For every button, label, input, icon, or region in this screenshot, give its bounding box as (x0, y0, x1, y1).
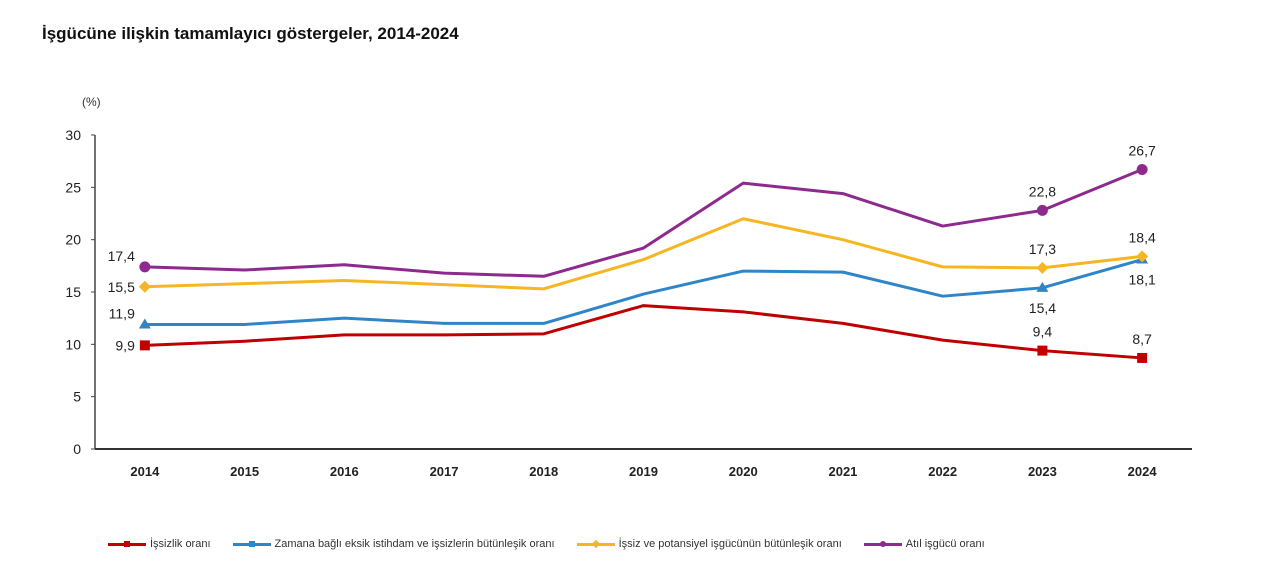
legend-swatch (576, 539, 615, 548)
marker-square (1037, 345, 1048, 356)
legend-label: İşsiz ve potansiyel işgücünün bütünleşik… (618, 538, 842, 550)
x-tick-label: 2022 (928, 464, 957, 479)
x-tick-label: 2017 (430, 464, 459, 479)
x-tick-label: 2014 (130, 464, 160, 479)
legend-item: İşsizlik oranı (108, 538, 211, 550)
y-tick-label: 15 (65, 284, 81, 300)
data-label: 15,5 (108, 279, 135, 295)
series-lines (138, 164, 1149, 363)
data-label: 26,7 (1129, 143, 1156, 159)
marker-circle (1136, 164, 1148, 176)
legend-label: Zamana bağlı eksik istihdam ve işsizleri… (274, 538, 555, 550)
data-label: 9,4 (1033, 324, 1053, 340)
legend: İşsizlik oranı Zamana bağlı eksik istihda… (108, 538, 985, 550)
legend-item: Zamana bağlı eksik istihdam ve işsizleri… (232, 538, 555, 550)
y-tick-label: 30 (65, 127, 81, 143)
chart-title: İşgücüne ilişkin tamamlayıcı göstergeler… (42, 24, 459, 43)
legend-item: Atıl işgücü oranı (863, 538, 985, 550)
data-label: 9,9 (115, 337, 135, 353)
series-3 (139, 164, 1148, 278)
legend-label: İşsizlik oranı (150, 538, 211, 550)
y-tick-label: 25 (65, 179, 81, 195)
x-tick-label: 2020 (729, 464, 758, 479)
series-line (144, 258, 1143, 326)
marker-diamond (1036, 261, 1049, 274)
x-tick-label: 2024 (1128, 464, 1158, 479)
data-label: 22,8 (1029, 183, 1056, 199)
axes: (%) 0 5 10 15 20 25 30 2014 2015 2016 2017 2018 2019 2… (65, 95, 1192, 479)
x-tick-label: 2016 (330, 464, 359, 479)
legend-swatch (108, 540, 146, 547)
y-tick-label: 5 (73, 389, 81, 405)
legend-label: Atıl işgücü oranı (905, 538, 985, 550)
data-label: 11,9 (109, 305, 135, 321)
x-tick-label: 2021 (828, 464, 857, 479)
series-1 (138, 253, 1149, 329)
data-label: 18,1 (1129, 272, 1156, 288)
marker-square (139, 340, 150, 351)
data-label: 15,4 (1029, 300, 1056, 316)
x-tick-label: 2023 (1028, 464, 1057, 479)
y-axis-unit: (%) (82, 95, 101, 109)
marker-circle (1036, 204, 1048, 216)
series-2 (138, 217, 1149, 293)
x-tick-label: 2015 (230, 464, 259, 479)
data-label: 17,4 (108, 248, 135, 264)
x-tick-label: 2018 (529, 464, 558, 479)
data-labels: 9,9 9,4 8,7 11,9 15,4 18,1 15,5 17,3 18,4 17,4 22,… (108, 143, 1156, 354)
series-line (144, 304, 1143, 360)
legend-swatch (232, 540, 271, 547)
y-tick-label: 20 (65, 232, 81, 248)
marker-square (1137, 352, 1148, 363)
data-label: 18,4 (1129, 229, 1156, 245)
y-tick-label: 10 (65, 336, 81, 352)
marker-triangle (138, 318, 151, 329)
marker-diamond (138, 280, 151, 293)
legend-swatch (863, 540, 902, 547)
y-tick-label: 0 (73, 441, 81, 457)
x-tick-label: 2019 (629, 464, 658, 479)
legend-item: İşsiz ve potansiyel işgücünün bütünleşik… (576, 538, 842, 550)
marker-diamond (1136, 250, 1149, 263)
data-label: 17,3 (1029, 241, 1056, 257)
marker-circle (139, 261, 151, 273)
marker-triangle (1036, 281, 1049, 292)
data-label: 8,7 (1132, 331, 1152, 347)
series-0 (139, 304, 1148, 363)
series-line (144, 217, 1143, 291)
series-line (144, 168, 1143, 278)
